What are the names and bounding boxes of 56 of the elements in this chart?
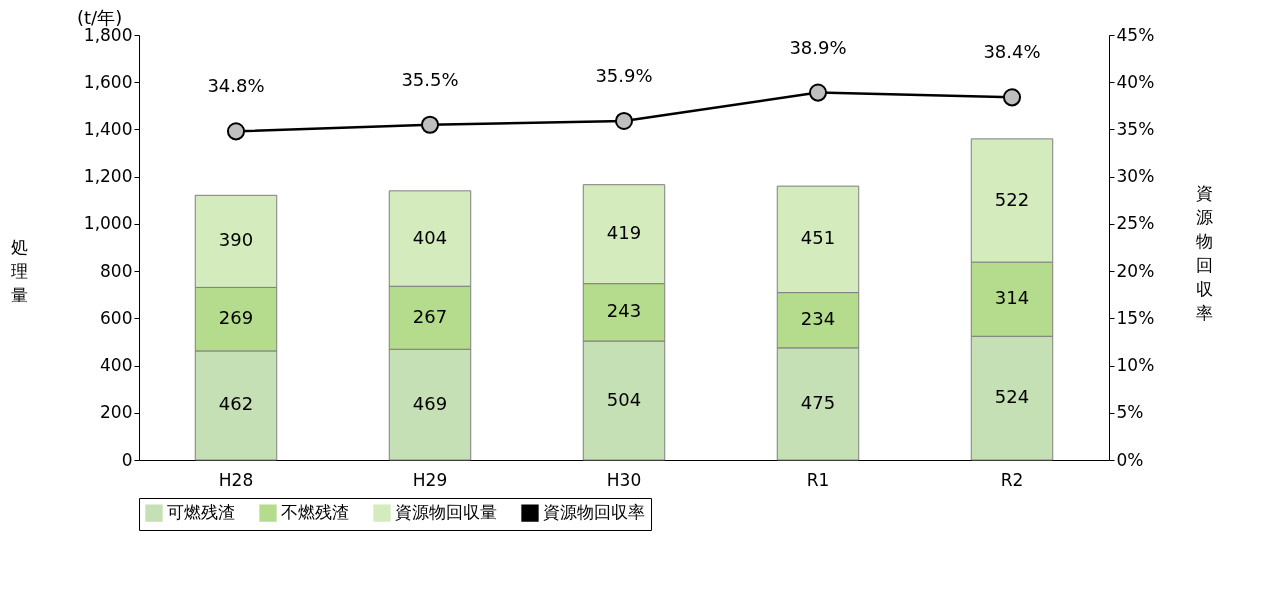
legend-label: 可燃残渣 <box>167 502 235 523</box>
x-tick-label: R1 <box>806 469 830 490</box>
y2-tick-label: 0% <box>1116 449 1144 470</box>
data-label: 475 <box>800 391 836 413</box>
data-label: 451 <box>800 227 836 249</box>
point <box>226 122 246 141</box>
data-label: 314 <box>994 287 1030 309</box>
x-tick-label: H30 <box>606 469 642 490</box>
legend-label: 資源物回収量 <box>395 502 497 523</box>
y2-tick-label: 35% <box>1116 118 1155 139</box>
y-tick-label: 1,200 <box>83 166 133 187</box>
point <box>1002 88 1022 107</box>
data-label: 38.9% <box>789 36 847 58</box>
data-label: 234 <box>800 308 836 330</box>
y-axis-title: 処理量 <box>11 237 29 305</box>
y2-tick-label: 45% <box>1116 24 1155 45</box>
x-tick-label: H29 <box>412 469 448 490</box>
data-label: 524 <box>994 386 1030 408</box>
data-label: 269 <box>218 307 254 329</box>
data-label: 504 <box>606 388 642 410</box>
data-label: 390 <box>218 229 254 251</box>
text: (t/年) <box>77 7 123 28</box>
y-tick-label: 400 <box>100 355 133 376</box>
point <box>420 115 440 134</box>
legend-label: 資源物回収率 <box>543 502 645 523</box>
y-tick-label: 200 <box>100 402 133 423</box>
data-label: 35.9% <box>595 64 653 86</box>
data-label: 34.8% <box>207 75 265 97</box>
y2-tick-label: 40% <box>1116 71 1155 92</box>
y-tick-label: 1,000 <box>83 213 133 234</box>
point <box>614 111 634 130</box>
y-tick-label: 0 <box>121 449 133 470</box>
x-tick-label: H28 <box>218 469 254 490</box>
data-label: 38.4% <box>983 41 1041 63</box>
data-label: 35.5% <box>401 68 459 90</box>
y-tick-label: 1,600 <box>83 71 133 92</box>
data-label: 469 <box>412 392 448 414</box>
y2-tick-label: 15% <box>1116 307 1155 328</box>
y2-tick-label: 10% <box>1116 355 1155 376</box>
point <box>808 83 828 102</box>
y-tick-label: 800 <box>100 260 133 281</box>
y2-axis-title: 資源物回収率 <box>1196 182 1213 323</box>
data-label: 404 <box>412 226 448 248</box>
y-tick-label: 600 <box>100 307 133 328</box>
x-tick-label: R2 <box>1000 469 1024 490</box>
data-label: 522 <box>994 188 1030 210</box>
y2-tick-label: 25% <box>1116 213 1155 234</box>
data-label: 243 <box>606 300 642 322</box>
data-label: 419 <box>606 222 642 244</box>
y2-tick-label: 30% <box>1116 166 1155 187</box>
data-label: 267 <box>412 305 448 327</box>
legend-label: 不燃残渣 <box>281 502 349 523</box>
y2-tick-label: 20% <box>1116 260 1155 281</box>
y2-tick-label: 5% <box>1116 402 1144 423</box>
data-label: 462 <box>218 393 254 415</box>
y-tick-label: 1,400 <box>83 118 133 139</box>
